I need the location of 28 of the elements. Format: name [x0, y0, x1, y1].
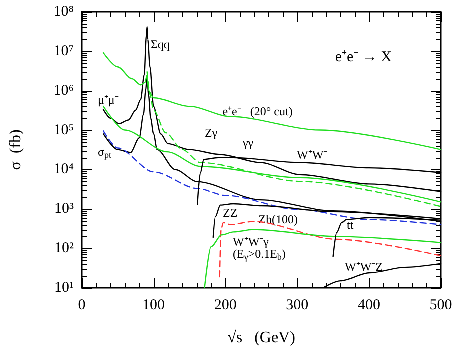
- x-tick-label: 300: [286, 298, 309, 314]
- annotation: W⁺W⁻Z: [345, 260, 383, 274]
- annotation: tt: [347, 218, 354, 232]
- annotation: μ⁺μ⁻: [98, 93, 119, 107]
- y-tick-label: 10⁶: [54, 82, 74, 99]
- annotation: Zh(100): [258, 212, 298, 227]
- x-tick-label: 100: [142, 298, 166, 314]
- annotation: e⁺e⁻ (20° cut): [222, 104, 293, 118]
- annotation: Zγ: [205, 126, 218, 140]
- annotation: W⁺W⁻γ: [233, 235, 270, 249]
- annotation: ZZ: [223, 206, 238, 220]
- y-tick-label: 10⁴: [54, 162, 74, 178]
- y-tick-label: 10⁷: [54, 43, 74, 60]
- y-tick-label: 10⁸: [54, 4, 74, 20]
- x-tick-label: 200: [214, 298, 237, 314]
- annotation: γγ: [242, 136, 254, 150]
- x-axis-title: √s (GeV): [228, 330, 296, 346]
- x-tick-label: 0: [78, 298, 86, 314]
- x-tick-label: 400: [358, 298, 380, 314]
- y-tick-label: 10³: [54, 201, 74, 218]
- y-tick-label: 10¹: [54, 280, 74, 296]
- x-tick-label: 500: [430, 298, 452, 314]
- y-axis-title: σ (fb): [8, 130, 24, 170]
- y-tick-label: 10²: [54, 240, 74, 257]
- annotation: Σqq: [150, 37, 170, 52]
- y-tick-label: 10⁵: [54, 122, 74, 138]
- text: e⁺e⁻ → X: [335, 50, 392, 66]
- annotation: W⁺W⁻: [297, 148, 328, 162]
